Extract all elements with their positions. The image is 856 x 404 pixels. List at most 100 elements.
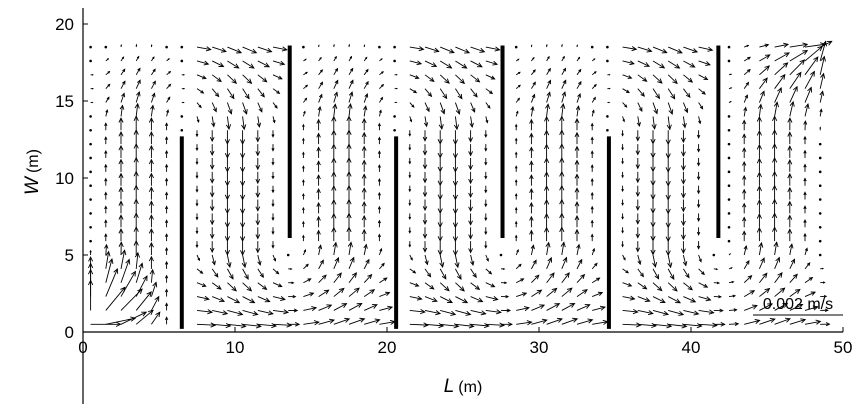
velocity-arrow bbox=[318, 304, 333, 311]
velocity-arrow bbox=[531, 56, 535, 62]
velocity-arrow bbox=[166, 109, 170, 117]
velocity-arrow bbox=[515, 84, 521, 90]
velocity-arrow bbox=[591, 277, 601, 284]
stagnant-point bbox=[89, 45, 92, 49]
velocity-arrow bbox=[759, 65, 771, 76]
velocity-arrow bbox=[756, 213, 762, 228]
velocity-arrow bbox=[698, 46, 714, 52]
velocity-arrow bbox=[105, 250, 111, 269]
velocity-arrow bbox=[742, 174, 747, 186]
velocity-arrow bbox=[379, 319, 396, 325]
x-axis-unit: (m) bbox=[458, 379, 482, 396]
velocity-arrow bbox=[209, 171, 215, 184]
velocity-arrow bbox=[759, 287, 771, 297]
velocity-arrow bbox=[787, 145, 793, 158]
velocity-arrow bbox=[637, 60, 651, 67]
velocity-arrow bbox=[743, 244, 748, 256]
velocity-arrow bbox=[668, 46, 683, 54]
velocity-arrow bbox=[209, 185, 215, 198]
velocity-arrow bbox=[590, 150, 594, 158]
velocity-arrow bbox=[409, 309, 426, 315]
velocity-arrow bbox=[485, 268, 493, 275]
velocity-arrow bbox=[559, 212, 565, 228]
velocity-arrow bbox=[559, 143, 565, 158]
velocity-arrow bbox=[484, 157, 488, 166]
velocity-arrow bbox=[698, 296, 712, 302]
velocity-arrow bbox=[546, 272, 555, 283]
velocity-arrow bbox=[348, 79, 354, 89]
velocity-arrow bbox=[452, 171, 458, 187]
velocity-arrow bbox=[409, 74, 420, 79]
velocity-arrow bbox=[377, 178, 381, 186]
velocity-arrow bbox=[621, 157, 624, 165]
stagnant-point bbox=[89, 142, 92, 146]
velocity-arrow bbox=[118, 130, 124, 145]
velocity-arrow bbox=[468, 157, 473, 171]
velocity-arrow bbox=[787, 228, 793, 242]
velocity-arrow bbox=[650, 185, 656, 201]
velocity-arrow bbox=[164, 191, 169, 200]
velocity-arrow bbox=[756, 157, 762, 172]
velocity-arrow bbox=[683, 296, 697, 303]
velocity-arrow bbox=[333, 55, 337, 62]
stagnant-point bbox=[727, 170, 731, 174]
velocity-arrow bbox=[164, 205, 169, 214]
velocity-arrow bbox=[303, 263, 309, 270]
velocity-arrow bbox=[772, 143, 778, 158]
velocity-arrow bbox=[455, 60, 468, 69]
velocity-arrow bbox=[728, 253, 731, 256]
velocity-arrow bbox=[439, 296, 454, 304]
velocity-arrow bbox=[120, 56, 125, 62]
velocity-arrow bbox=[804, 56, 819, 76]
velocity-arrow bbox=[363, 243, 368, 256]
velocity-arrow bbox=[529, 229, 534, 242]
velocity-arrow bbox=[272, 116, 276, 124]
velocity-arrow bbox=[514, 151, 518, 158]
velocity-arrow bbox=[212, 309, 229, 316]
velocity-arrow bbox=[105, 96, 110, 103]
velocity-arrow bbox=[226, 102, 233, 115]
velocity-arrow bbox=[591, 58, 596, 62]
velocity-arrow bbox=[363, 80, 369, 89]
velocity-arrow bbox=[303, 71, 308, 76]
velocity-arrow bbox=[288, 322, 301, 327]
velocity-arrow bbox=[409, 102, 415, 108]
velocity-arrow bbox=[150, 281, 158, 297]
velocity-arrow bbox=[331, 129, 337, 145]
velocity-arrow bbox=[408, 213, 412, 220]
stagnant-point bbox=[606, 45, 609, 49]
stagnant-point bbox=[818, 225, 822, 229]
velocity-arrow bbox=[303, 58, 307, 62]
stagnant-points bbox=[89, 45, 822, 257]
velocity-arrow bbox=[318, 289, 330, 297]
velocity-arrow bbox=[271, 130, 275, 138]
velocity-arrow bbox=[361, 117, 367, 131]
velocity-arrow bbox=[682, 116, 687, 129]
velocity-arrow bbox=[303, 292, 315, 298]
velocity-arrow bbox=[455, 88, 463, 100]
velocity-arrow bbox=[316, 215, 321, 228]
velocity-arrow bbox=[361, 187, 367, 200]
velocity-arrow bbox=[546, 287, 558, 297]
velocity-arrow bbox=[680, 157, 686, 171]
velocity-arrow bbox=[439, 60, 453, 69]
velocity-arrow bbox=[164, 288, 169, 297]
velocity-arrow bbox=[470, 74, 481, 83]
velocity-arrow bbox=[788, 243, 794, 256]
x-ticks: 0 10 20 30 40 50 bbox=[78, 327, 852, 357]
velocity-arrow bbox=[211, 254, 216, 266]
velocity-arrow bbox=[621, 130, 624, 137]
velocity-arrow bbox=[590, 219, 594, 228]
velocity-arrow bbox=[211, 116, 216, 128]
stagnant-point bbox=[727, 156, 731, 160]
velocity-arrow bbox=[272, 254, 277, 262]
velocity-arrow bbox=[591, 247, 596, 256]
velocity-arrow bbox=[484, 213, 488, 222]
velocity-arrow bbox=[804, 262, 811, 270]
velocity-arrow bbox=[759, 272, 768, 283]
velocity-arrow bbox=[409, 60, 423, 66]
velocity-arrow bbox=[803, 120, 808, 131]
velocity-arrow bbox=[559, 157, 565, 172]
stagnant-point bbox=[89, 198, 92, 201]
velocity-arrow bbox=[224, 213, 230, 229]
